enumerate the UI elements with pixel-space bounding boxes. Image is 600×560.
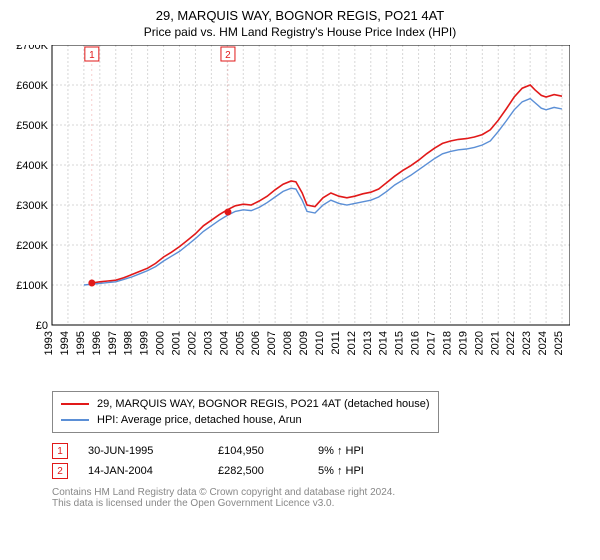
svg-text:£300K: £300K: [16, 200, 48, 212]
legend-row: HPI: Average price, detached house, Arun: [61, 412, 430, 428]
svg-text:2024: 2024: [537, 331, 549, 355]
svg-text:1998: 1998: [123, 331, 135, 355]
row-price: £282,500: [218, 465, 298, 477]
svg-text:2005: 2005: [234, 331, 246, 355]
row-marker: 1: [52, 443, 68, 459]
svg-text:£100K: £100K: [16, 280, 48, 292]
svg-text:£0: £0: [36, 320, 48, 332]
svg-text:1995: 1995: [75, 331, 87, 355]
svg-text:2009: 2009: [298, 331, 310, 355]
transaction-table: 1 30-JUN-1995 £104,950 9% ↑ HPI 2 14-JAN-2004…: [52, 441, 590, 481]
svg-text:£200K: £200K: [16, 240, 48, 252]
svg-text:2003: 2003: [202, 331, 214, 355]
row-price: £104,950: [218, 445, 298, 457]
legend-swatch: [61, 419, 89, 421]
svg-text:2002: 2002: [186, 331, 198, 355]
svg-text:1: 1: [89, 50, 95, 61]
svg-text:1999: 1999: [139, 331, 151, 355]
legend: 29, MARQUIS WAY, BOGNOR REGIS, PO21 4AT …: [52, 391, 439, 433]
svg-text:2007: 2007: [266, 331, 278, 355]
svg-text:1993: 1993: [43, 331, 55, 355]
svg-text:2018: 2018: [441, 331, 453, 355]
svg-text:2012: 2012: [346, 331, 358, 355]
svg-text:£700K: £700K: [16, 45, 48, 52]
svg-text:2010: 2010: [314, 331, 326, 355]
svg-text:£500K: £500K: [16, 120, 48, 132]
chart-title: 29, MARQUIS WAY, BOGNOR REGIS, PO21 4AT: [10, 8, 590, 23]
footer-attribution: Contains HM Land Registry data © Crown c…: [52, 487, 590, 509]
svg-text:2017: 2017: [426, 331, 438, 355]
svg-text:2015: 2015: [394, 331, 406, 355]
row-date: 14-JAN-2004: [88, 465, 198, 477]
svg-text:2006: 2006: [250, 331, 262, 355]
chart-container: 29, MARQUIS WAY, BOGNOR REGIS, PO21 4AT …: [0, 0, 600, 519]
svg-text:2001: 2001: [171, 331, 183, 355]
table-row: 2 14-JAN-2004 £282,500 5% ↑ HPI: [52, 461, 590, 481]
svg-text:1994: 1994: [59, 331, 71, 355]
svg-text:2021: 2021: [489, 331, 501, 355]
row-date: 30-JUN-1995: [88, 445, 198, 457]
chart-svg: £0 £100K £200K £300K £400K £500K £600K £700K 199…: [10, 45, 570, 385]
legend-row: 29, MARQUIS WAY, BOGNOR REGIS, PO21 4AT …: [61, 396, 430, 412]
svg-text:£400K: £400K: [16, 160, 48, 172]
svg-text:2016: 2016: [410, 331, 422, 355]
svg-text:2019: 2019: [457, 331, 469, 355]
table-row: 1 30-JUN-1995 £104,950 9% ↑ HPI: [52, 441, 590, 461]
legend-swatch: [61, 403, 89, 405]
row-hpi: 5% ↑ HPI: [318, 465, 408, 477]
svg-text:2014: 2014: [378, 331, 390, 355]
row-marker: 2: [52, 463, 68, 479]
chart-subtitle: Price paid vs. HM Land Registry's House …: [10, 25, 590, 39]
footer-line-2: This data is licensed under the Open Gov…: [52, 498, 590, 509]
svg-text:2025: 2025: [553, 331, 565, 355]
footer-line-1: Contains HM Land Registry data © Crown c…: [52, 487, 590, 498]
svg-text:2008: 2008: [282, 331, 294, 355]
svg-text:1997: 1997: [107, 331, 119, 355]
svg-text:2022: 2022: [505, 331, 517, 355]
svg-text:2013: 2013: [362, 331, 374, 355]
svg-text:1996: 1996: [91, 331, 103, 355]
chart-plot: £0 £100K £200K £300K £400K £500K £600K £700K 199…: [10, 45, 590, 385]
svg-text:2004: 2004: [218, 331, 230, 355]
svg-text:2000: 2000: [155, 331, 167, 355]
svg-text:2023: 2023: [521, 331, 533, 355]
svg-text:2: 2: [225, 50, 231, 61]
svg-text:2011: 2011: [330, 331, 342, 355]
legend-label: 29, MARQUIS WAY, BOGNOR REGIS, PO21 4AT …: [97, 396, 430, 412]
row-hpi: 9% ↑ HPI: [318, 445, 408, 457]
legend-label: HPI: Average price, detached house, Arun: [97, 412, 302, 428]
svg-text:2020: 2020: [473, 331, 485, 355]
svg-text:£600K: £600K: [16, 80, 48, 92]
